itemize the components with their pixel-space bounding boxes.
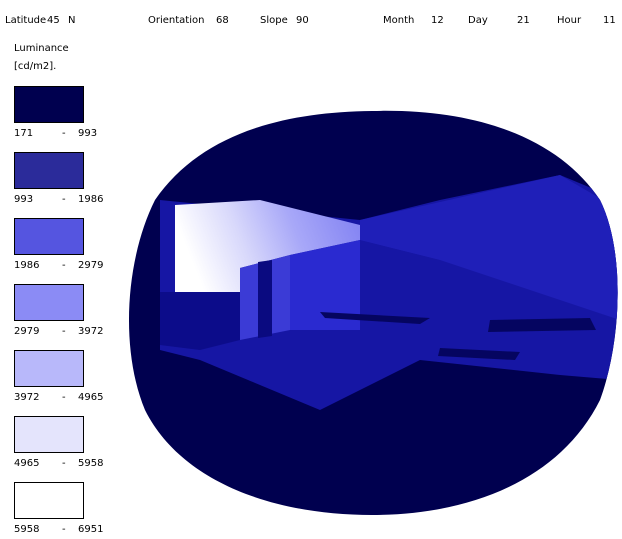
legend-to: 2979: [78, 260, 103, 271]
table-2: [488, 318, 596, 332]
legend-swatch: [14, 416, 84, 453]
legend-from: 993: [14, 194, 33, 205]
legend-to: 993: [78, 128, 97, 139]
legend-separator: -: [62, 128, 66, 139]
field-label: Latitude: [5, 15, 46, 26]
legend-swatch: [14, 284, 84, 321]
sill: [160, 292, 240, 350]
field-label: Hour: [557, 15, 582, 26]
legend-separator: -: [62, 194, 66, 205]
field-value: 68: [216, 15, 229, 26]
wall-right: [360, 175, 618, 320]
legend-to: 5958: [78, 458, 103, 469]
legend-swatch: [14, 218, 84, 255]
legend-from: 1986: [14, 260, 39, 271]
pillar: [258, 260, 272, 338]
fisheye-image: [128, 110, 618, 516]
legend-title: Luminance: [14, 43, 69, 54]
legend-to: 1986: [78, 194, 103, 205]
window-sky: [175, 200, 360, 292]
field-value: 21: [517, 15, 530, 26]
legend-separator: -: [62, 260, 66, 271]
legend-from: 5958: [14, 524, 39, 535]
legend-to: 6951: [78, 524, 103, 535]
legend-swatch: [14, 152, 84, 189]
field-label: Day: [468, 15, 488, 26]
legend-from: 4965: [14, 458, 39, 469]
legend-separator: -: [62, 326, 66, 337]
field-label: Month: [383, 15, 414, 26]
legend-from: 3972: [14, 392, 39, 403]
legend-separator: -: [62, 458, 66, 469]
legend-swatch: [14, 350, 84, 387]
field-value: 12: [431, 15, 444, 26]
field-label: Slope: [260, 15, 288, 26]
table-3: [438, 348, 520, 360]
wall-lit: [290, 240, 360, 330]
legend-from: 2979: [14, 326, 39, 337]
field-value: 11: [603, 15, 616, 26]
legend-to: 4965: [78, 392, 103, 403]
table-1: [320, 312, 430, 324]
field-label: Orientation: [148, 15, 204, 26]
legend-from: 171: [14, 128, 33, 139]
legend-to: 3972: [78, 326, 103, 337]
legend-unit: [cd/m2].: [14, 61, 56, 72]
legend-swatch: [14, 482, 84, 519]
field-value: 45: [47, 15, 60, 26]
legend-swatch: [14, 86, 84, 123]
field-value: 90: [296, 15, 309, 26]
field-unit: N: [68, 15, 75, 26]
legend-separator: -: [62, 524, 66, 535]
legend-separator: -: [62, 392, 66, 403]
